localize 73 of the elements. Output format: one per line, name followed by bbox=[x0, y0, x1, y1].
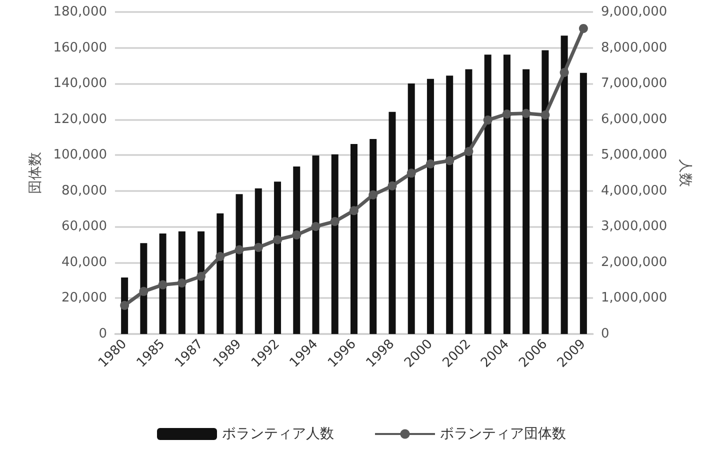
point bbox=[292, 230, 302, 240]
bar bbox=[140, 243, 148, 334]
y2-axis-title: 人数 bbox=[677, 159, 694, 187]
y2-tick-label: 0 bbox=[601, 326, 610, 342]
y2-tick-label: 5,000,000 bbox=[601, 148, 668, 163]
point bbox=[464, 147, 474, 156]
bar bbox=[388, 112, 396, 334]
y-tick-label: 60,000 bbox=[62, 219, 107, 234]
point bbox=[139, 286, 148, 296]
bar bbox=[178, 231, 186, 334]
point bbox=[158, 280, 168, 290]
point bbox=[445, 156, 454, 166]
point bbox=[330, 216, 340, 226]
bar bbox=[274, 182, 282, 334]
y2-tick-label: 3,000,000 bbox=[601, 219, 668, 234]
bar bbox=[293, 166, 300, 334]
bar bbox=[254, 188, 262, 334]
point bbox=[254, 242, 263, 252]
point bbox=[578, 24, 588, 33]
y-tick-label: 0 bbox=[98, 326, 107, 342]
point bbox=[216, 252, 225, 262]
bar bbox=[503, 54, 510, 334]
y-tick-label: 160,000 bbox=[53, 40, 107, 56]
point bbox=[196, 272, 206, 281]
point bbox=[177, 278, 186, 288]
bar bbox=[350, 144, 358, 334]
bar bbox=[542, 50, 549, 334]
bar bbox=[159, 233, 166, 334]
y2-tick-label: 4,000,000 bbox=[601, 183, 668, 198]
bar bbox=[560, 36, 568, 334]
point bbox=[388, 181, 397, 190]
point bbox=[311, 222, 320, 231]
y-tick-label: 120,000 bbox=[53, 112, 107, 127]
bar bbox=[426, 78, 434, 334]
y-tick-label: 140,000 bbox=[53, 76, 107, 92]
y-axis-title: 団体数 bbox=[27, 152, 44, 194]
bar bbox=[446, 76, 454, 334]
point bbox=[560, 68, 569, 77]
y2-tick-label: 8,000,000 bbox=[601, 40, 668, 56]
bar bbox=[216, 213, 224, 334]
y-tick-label: 20,000 bbox=[62, 290, 107, 306]
legend-label: ボランティア人数 bbox=[222, 426, 334, 442]
y-tick-label: 40,000 bbox=[62, 254, 107, 270]
bar bbox=[331, 154, 338, 334]
point bbox=[120, 300, 130, 310]
bar bbox=[465, 69, 472, 334]
bar bbox=[580, 72, 587, 334]
point bbox=[426, 159, 435, 168]
point bbox=[522, 108, 531, 118]
point bbox=[273, 235, 282, 244]
point bbox=[350, 206, 358, 216]
point bbox=[234, 245, 244, 254]
bar bbox=[198, 231, 205, 334]
y-tick-label: 80,000 bbox=[62, 183, 107, 198]
legend-label: ボランティア団体数 bbox=[440, 426, 566, 442]
bar bbox=[236, 194, 243, 334]
y2-tick-label: 1,000,000 bbox=[601, 290, 668, 306]
point bbox=[483, 116, 492, 125]
y2-tick-label: 6,000,000 bbox=[601, 112, 668, 127]
bar bbox=[370, 139, 377, 334]
y2-tick-label: 9,000,000 bbox=[601, 4, 668, 20]
point bbox=[502, 109, 512, 118]
point bbox=[368, 190, 378, 200]
bar bbox=[408, 84, 415, 334]
y2-tick-label: 7,000,000 bbox=[601, 76, 668, 92]
point bbox=[406, 168, 416, 178]
y-tick-label: 100,000 bbox=[53, 148, 107, 163]
bar bbox=[522, 69, 530, 334]
point bbox=[540, 110, 550, 120]
bar bbox=[312, 155, 320, 334]
y-tick-label: 180,000 bbox=[53, 4, 107, 20]
bar bbox=[484, 54, 492, 334]
y2-tick-label: 2,000,000 bbox=[601, 254, 668, 270]
